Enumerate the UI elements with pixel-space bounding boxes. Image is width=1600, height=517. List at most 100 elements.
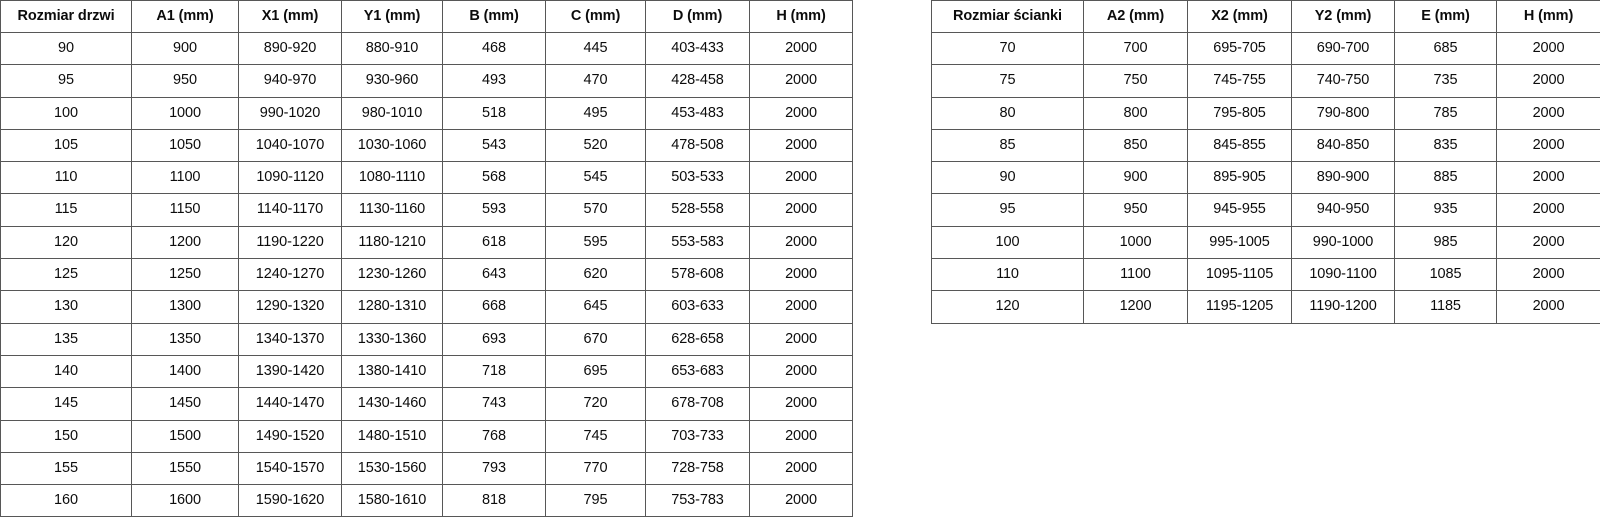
table-cell: 1185 xyxy=(1395,291,1497,323)
door-column-header: A1 (mm) xyxy=(132,1,239,33)
table-cell: 520 xyxy=(546,129,646,161)
door-column-header: Rozmiar drzwi xyxy=(1,1,132,33)
table-cell: 1240-1270 xyxy=(239,259,342,291)
door-column-header: C (mm) xyxy=(546,1,646,33)
table-cell: 1530-1560 xyxy=(342,452,443,484)
wall-column-header: X2 (mm) xyxy=(1188,1,1292,33)
table-cell: 1400 xyxy=(132,355,239,387)
table-cell: 720 xyxy=(546,388,646,420)
table-cell: 1090-1100 xyxy=(1292,259,1395,291)
table-cell: 745-755 xyxy=(1188,65,1292,97)
table-cell: 1600 xyxy=(132,485,239,517)
table-cell: 2000 xyxy=(1497,226,1600,258)
table-cell: 445 xyxy=(546,33,646,65)
table-cell: 980-1010 xyxy=(342,97,443,129)
table-cell: 620 xyxy=(546,259,646,291)
door-size-cell: 145 xyxy=(1,388,132,420)
table-cell: 900 xyxy=(132,33,239,65)
table-cell: 1250 xyxy=(132,259,239,291)
table-cell: 1230-1260 xyxy=(342,259,443,291)
table-cell: 478-508 xyxy=(646,129,750,161)
table-cell: 678-708 xyxy=(646,388,750,420)
table-cell: 940-950 xyxy=(1292,194,1395,226)
table-cell: 2000 xyxy=(750,452,853,484)
table-cell: 703-733 xyxy=(646,420,750,452)
table-cell: 2000 xyxy=(1497,129,1600,161)
door-size-cell: 140 xyxy=(1,355,132,387)
table-cell: 895-905 xyxy=(1188,162,1292,194)
table-cell: 768 xyxy=(443,420,546,452)
table-cell: 845-855 xyxy=(1188,129,1292,161)
table-cell: 930-960 xyxy=(342,65,443,97)
wall-size-cell: 85 xyxy=(932,129,1084,161)
table-cell: 1540-1570 xyxy=(239,452,342,484)
door-size-cell: 110 xyxy=(1,162,132,194)
door-size-cell: 95 xyxy=(1,65,132,97)
table-cell: 643 xyxy=(443,259,546,291)
table-cell: 1190-1200 xyxy=(1292,291,1395,323)
table-cell: 1090-1120 xyxy=(239,162,342,194)
table-cell: 1100 xyxy=(132,162,239,194)
table-cell: 940-970 xyxy=(239,65,342,97)
table-cell: 593 xyxy=(443,194,546,226)
table-cell: 990-1000 xyxy=(1292,226,1395,258)
table-cell: 735 xyxy=(1395,65,1497,97)
table-cell: 800 xyxy=(1084,97,1188,129)
door-size-cell: 130 xyxy=(1,291,132,323)
table-cell: 890-920 xyxy=(239,33,342,65)
table-cell: 595 xyxy=(546,226,646,258)
table-cell: 2000 xyxy=(750,388,853,420)
table-cell: 578-608 xyxy=(646,259,750,291)
table-cell: 2000 xyxy=(750,129,853,161)
table-cell: 1080-1110 xyxy=(342,162,443,194)
table-cell: 1150 xyxy=(132,194,239,226)
table-cell: 2000 xyxy=(1497,259,1600,291)
table-cell: 2000 xyxy=(1497,162,1600,194)
table-cell: 2000 xyxy=(750,355,853,387)
table-cell: 753-783 xyxy=(646,485,750,517)
table-cell: 795-805 xyxy=(1188,97,1292,129)
wall-column-header: E (mm) xyxy=(1395,1,1497,33)
table-cell: 1590-1620 xyxy=(239,485,342,517)
wall-column-header: Y2 (mm) xyxy=(1292,1,1395,33)
wall-size-cell: 90 xyxy=(932,162,1084,194)
table-cell: 2000 xyxy=(750,420,853,452)
table-cell: 985 xyxy=(1395,226,1497,258)
table-cell: 743 xyxy=(443,388,546,420)
table-cell: 2000 xyxy=(750,485,853,517)
table-cell: 428-458 xyxy=(646,65,750,97)
table-cell: 653-683 xyxy=(646,355,750,387)
table-cell: 495 xyxy=(546,97,646,129)
table-cell: 990-1020 xyxy=(239,97,342,129)
table-cell: 2000 xyxy=(1497,33,1600,65)
table-cell: 750 xyxy=(1084,65,1188,97)
table-cell: 1000 xyxy=(1084,226,1188,258)
table-cell: 693 xyxy=(443,323,546,355)
table-cell: 835 xyxy=(1395,129,1497,161)
table-cell: 1390-1420 xyxy=(239,355,342,387)
table-cell: 553-583 xyxy=(646,226,750,258)
table-cell: 1290-1320 xyxy=(239,291,342,323)
table-cell: 1380-1410 xyxy=(342,355,443,387)
door-size-cell: 120 xyxy=(1,226,132,258)
wall-column-header: H (mm) xyxy=(1497,1,1600,33)
table-cell: 1100 xyxy=(1084,259,1188,291)
table-cell: 850 xyxy=(1084,129,1188,161)
table-cell: 2000 xyxy=(750,162,853,194)
